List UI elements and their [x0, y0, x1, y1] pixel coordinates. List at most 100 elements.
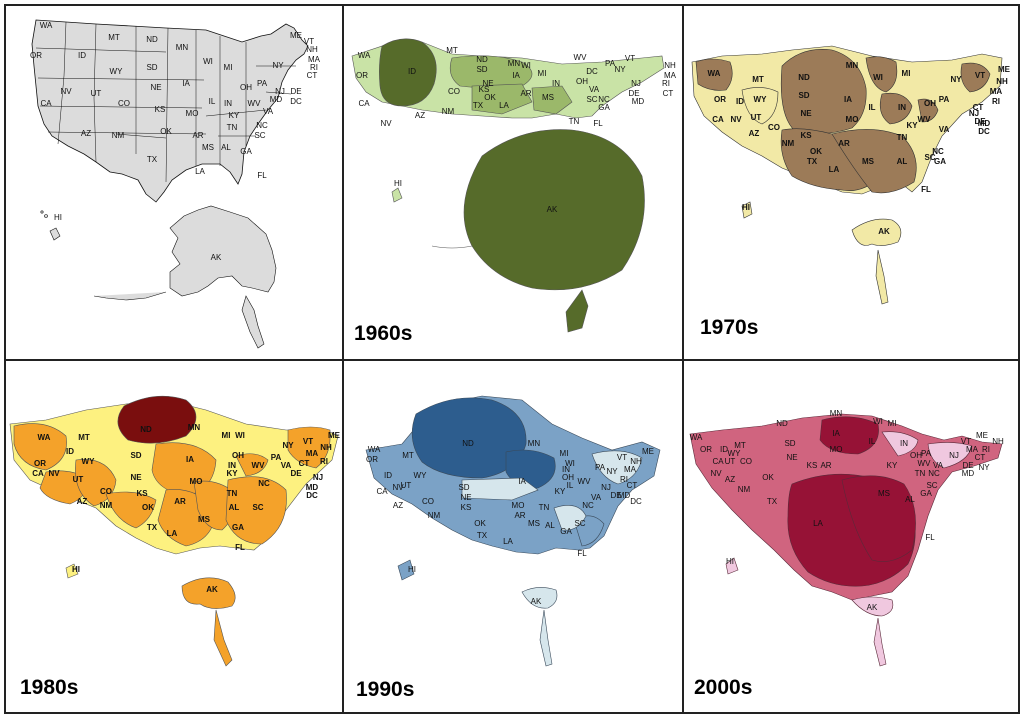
state-label-il: IL — [869, 437, 876, 446]
state-label-ne: NE — [460, 493, 471, 502]
state-label-ut: UT — [751, 113, 762, 122]
state-label-sd: SD — [476, 65, 487, 74]
alaska-1990s — [521, 587, 558, 667]
state-label-nc: NC — [258, 479, 270, 488]
state-label-mt: MT — [752, 75, 764, 84]
state-label-nj: NJ — [969, 109, 979, 118]
state-label-nv: NV — [60, 87, 72, 96]
state-label-ma: MA — [306, 449, 319, 458]
state-label-wy: WY — [754, 95, 768, 104]
state-label-wi: WI — [521, 61, 531, 70]
state-label-nv: NV — [710, 469, 722, 478]
state-label-nc: NC — [582, 501, 594, 510]
state-label-nm: NM — [442, 107, 455, 116]
state-label-ct: CT — [307, 71, 318, 80]
state-label-nh: NH — [320, 443, 332, 452]
state-label-la: LA — [167, 529, 178, 538]
state-label-mo: MO — [186, 109, 199, 118]
state-label-ga: GA — [934, 157, 946, 166]
state-label-md: MD — [962, 469, 975, 478]
state-label-al: AL — [905, 495, 915, 504]
state-label-tx: TX — [147, 155, 158, 164]
state-label-ak: AK — [531, 597, 542, 606]
state-label-mi: MI — [560, 449, 569, 458]
state-label-nh: NH — [664, 61, 676, 70]
state-label-mi: MI — [222, 431, 231, 440]
state-label-pa: PA — [595, 463, 606, 472]
state-label-nh: NH — [996, 77, 1008, 86]
state-label-nd: ND — [146, 35, 158, 44]
panel-1960s: MT WA OR ID ND SD MN WI WV VT NE IA MI DC PA NY NH MA RI CT… — [342, 6, 682, 358]
state-label-wa: WA — [40, 21, 53, 30]
state-label-or: OR — [700, 445, 712, 454]
state-label-ri: RI — [992, 97, 1000, 106]
state-label-nm: NM — [782, 139, 795, 148]
state-label-oh: OH — [924, 99, 936, 108]
state-label-sc: SC — [254, 131, 265, 140]
state-label-or: OR — [30, 51, 42, 60]
decade-label-1980s: 1980s — [20, 676, 79, 699]
state-label-vt: VT — [625, 54, 635, 63]
state-label-ut: UT — [91, 89, 102, 98]
state-label-mi: MI — [224, 63, 233, 72]
state-label-md: MD — [632, 97, 645, 106]
state-label-mn: MN — [846, 61, 859, 70]
state-label-tx: TX — [807, 157, 818, 166]
state-label-nd: ND — [476, 55, 488, 64]
state-label-hi: HI — [394, 179, 402, 188]
state-label-pa: PA — [257, 79, 268, 88]
state-label-mn: MN — [528, 439, 541, 448]
state-label-ny: NY — [282, 441, 294, 450]
state-label-mi: MI — [888, 419, 897, 428]
state-label-nv: NV — [48, 469, 60, 478]
state-label-id: ID — [408, 67, 416, 76]
state-label-ct: CT — [627, 481, 638, 490]
state-label-in: IN — [900, 439, 908, 448]
alaska-1960s — [431, 129, 645, 333]
state-label-ne: NE — [786, 453, 797, 462]
state-label-ks: KS — [136, 489, 148, 498]
state-label-fl: FL — [921, 185, 931, 194]
state-label-ia: IA — [186, 455, 194, 464]
state-label-ma: MA — [664, 71, 677, 80]
state-label-va: VA — [939, 125, 950, 134]
state-label-co: CO — [768, 123, 780, 132]
state-label-me: ME — [998, 65, 1011, 74]
state-label-az: AZ — [725, 475, 735, 484]
state-label-dc: DC — [306, 491, 318, 500]
state-label-dc: DC — [290, 97, 302, 106]
state-label-co: CO — [118, 99, 130, 108]
panel-reference: WA MT ND MN WI MI ME VT NH MA RI CT OR ID WY SD IA NY PA NJ… — [6, 6, 342, 358]
state-label-wa: WA — [368, 445, 381, 454]
state-label-ak: AK — [878, 227, 890, 236]
state-label-ny: NY — [272, 61, 284, 70]
state-label-vt: VT — [961, 437, 971, 446]
state-label-ar: AR — [820, 461, 831, 470]
grid-divider — [6, 359, 1018, 361]
state-label-ma: MA — [624, 465, 637, 474]
state-label-in: IN — [552, 79, 560, 88]
state-label-co: CO — [448, 87, 460, 96]
state-label-az: AZ — [393, 501, 403, 510]
state-label-sd: SD — [784, 439, 795, 448]
state-label-va: VA — [263, 107, 274, 116]
state-label-wv: WV — [252, 461, 266, 470]
state-label-oh: OH — [910, 451, 922, 460]
hawaii-2000s — [725, 557, 739, 575]
state-label-md: MD — [306, 483, 319, 492]
state-label-nh: NH — [306, 45, 318, 54]
alaska-1970s — [851, 218, 902, 305]
state-label-ok: OK — [762, 473, 774, 482]
conus-2000s — [689, 413, 1003, 601]
state-label-ri: RI — [662, 79, 670, 88]
state-label-vt: VT — [617, 453, 627, 462]
state-label-mn: MN — [508, 59, 521, 68]
state-label-va: VA — [281, 461, 292, 470]
state-label-va: VA — [589, 85, 600, 94]
state-label-ut: UT — [725, 457, 736, 466]
state-label-ks: KS — [479, 85, 490, 94]
state-label-la: LA — [195, 167, 205, 176]
state-label-vt: VT — [304, 37, 314, 46]
